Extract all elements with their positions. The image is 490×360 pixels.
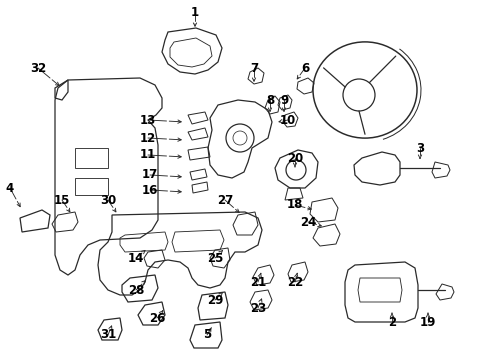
Text: 8: 8	[266, 94, 274, 107]
Text: 14: 14	[128, 252, 144, 265]
Text: 29: 29	[207, 293, 223, 306]
Text: 5: 5	[203, 328, 211, 342]
Text: 27: 27	[217, 194, 233, 207]
Text: 17: 17	[142, 168, 158, 181]
Text: 10: 10	[280, 113, 296, 126]
Text: 7: 7	[250, 62, 258, 75]
Text: 12: 12	[140, 131, 156, 144]
Text: 31: 31	[100, 328, 116, 342]
Text: 3: 3	[416, 141, 424, 154]
Text: 20: 20	[287, 152, 303, 165]
Text: 30: 30	[100, 194, 116, 207]
Text: 21: 21	[250, 275, 266, 288]
Text: 18: 18	[287, 198, 303, 211]
Text: 9: 9	[280, 94, 288, 107]
Text: 25: 25	[207, 252, 223, 265]
Text: 16: 16	[142, 184, 158, 197]
Text: 1: 1	[191, 5, 199, 18]
Text: 2: 2	[388, 315, 396, 328]
Text: 11: 11	[140, 148, 156, 162]
Text: 32: 32	[30, 62, 46, 75]
Text: 26: 26	[149, 311, 165, 324]
Text: 28: 28	[128, 284, 144, 297]
Text: 6: 6	[301, 62, 309, 75]
Text: 24: 24	[300, 216, 316, 229]
Text: 22: 22	[287, 275, 303, 288]
Text: 4: 4	[6, 181, 14, 194]
Text: 13: 13	[140, 113, 156, 126]
Text: 15: 15	[54, 194, 70, 207]
Text: 23: 23	[250, 302, 266, 315]
Text: 19: 19	[420, 315, 436, 328]
